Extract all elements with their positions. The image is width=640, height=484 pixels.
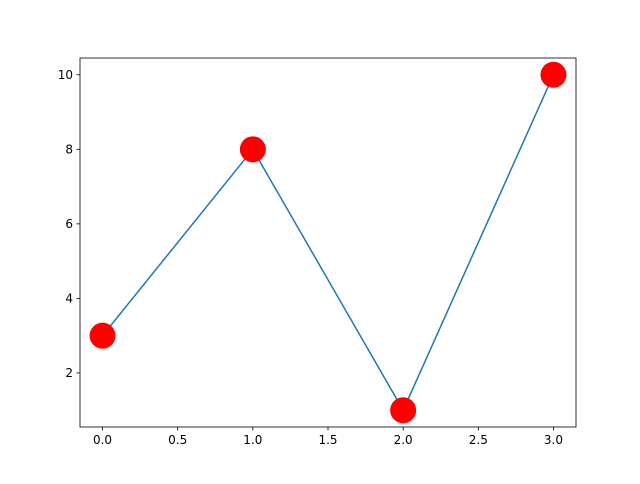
data-point-marker	[390, 397, 417, 424]
axes-frame	[79, 57, 577, 428]
x-tick-label: 2.5	[469, 433, 488, 447]
x-tick-label: 0.5	[168, 433, 187, 447]
y-tick-label: 8	[65, 142, 73, 156]
y-tick-label: 6	[65, 217, 73, 231]
x-axis: 0.0 0.5 1.0 1.5 2.0 2.5 3.0	[93, 427, 563, 447]
data-point-marker	[239, 136, 266, 163]
y-tick-label: 10	[58, 68, 73, 82]
data-point-marker	[89, 322, 116, 349]
x-tick-label: 2.0	[394, 433, 413, 447]
y-axis: 2 4 6 8 10	[58, 68, 80, 380]
series-group	[89, 61, 567, 424]
x-tick-label: 1.0	[243, 433, 262, 447]
x-tick-label: 1.5	[318, 433, 337, 447]
x-tick-label: 0.0	[93, 433, 112, 447]
series-line	[101, 74, 555, 412]
data-point-marker	[540, 61, 567, 88]
x-tick-label: 3.0	[544, 433, 563, 447]
plot-area	[80, 58, 576, 427]
y-tick-label: 2	[65, 366, 73, 380]
y-tick-label: 4	[65, 291, 73, 305]
